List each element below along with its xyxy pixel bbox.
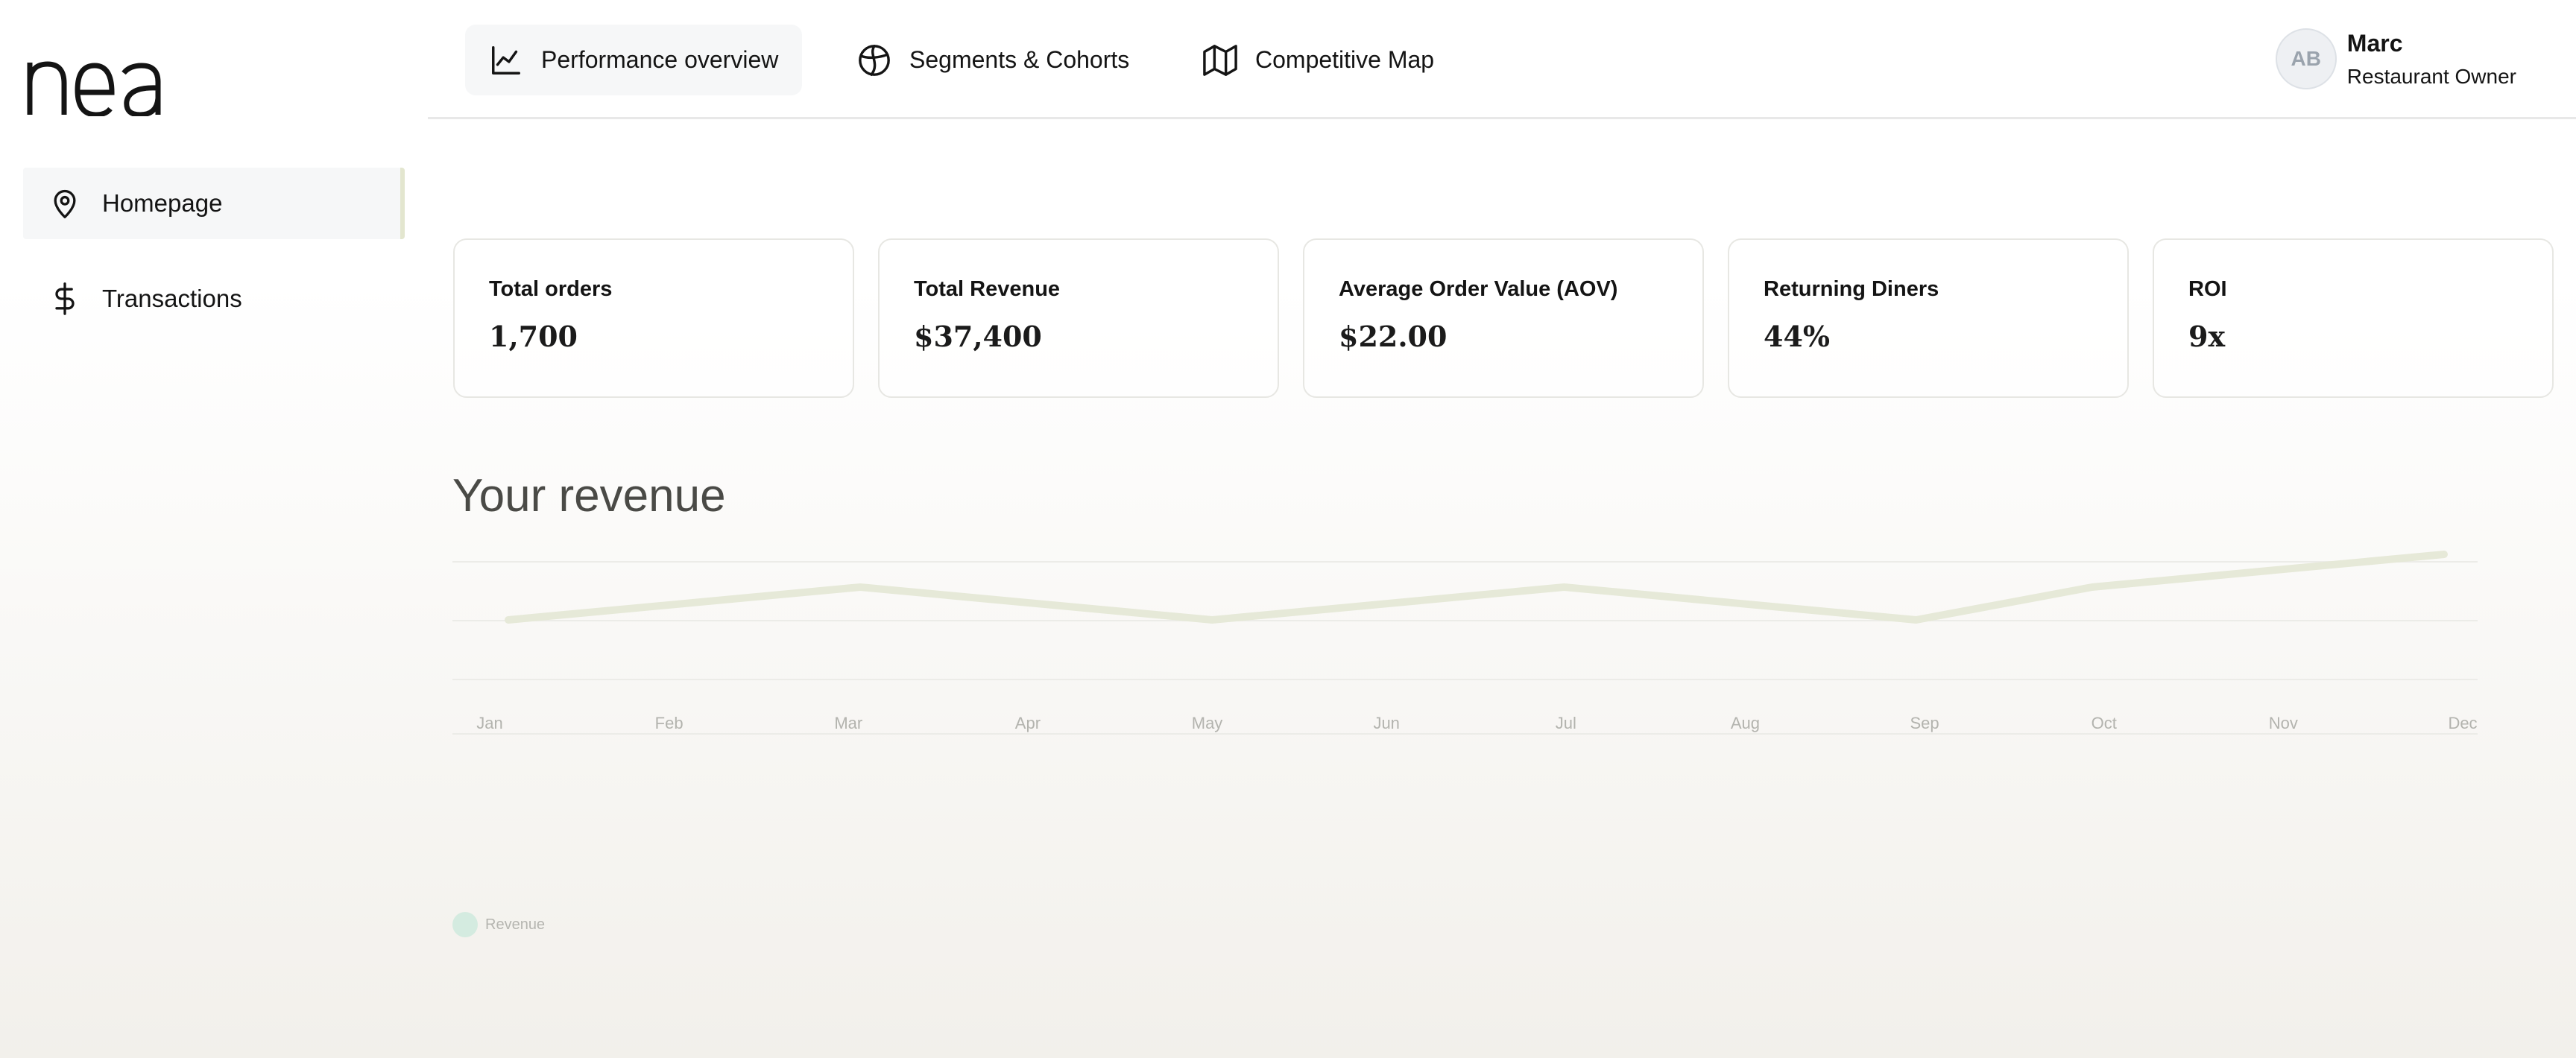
kpi-value: $37,400 [914, 320, 1042, 353]
x-tick-label: Jun [1373, 714, 1399, 732]
map-pin-icon [48, 186, 81, 221]
x-tick-label: Oct [2092, 714, 2117, 732]
tab-label: Competitive Map [1255, 46, 1435, 73]
pie-chart-icon [857, 42, 893, 78]
x-tick-label: Apr [1015, 714, 1041, 732]
x-tick-label: Jan [476, 714, 502, 732]
kpi-value: 1,700 [489, 320, 578, 353]
x-tick-label: Nov [2269, 714, 2298, 732]
revenue-chart: Jan Feb Mar Apr May Jun Jul Aug Sep Oct Nov Dec [452, 551, 2478, 735]
tab-label: Performance overview [541, 46, 779, 73]
kpi-label: Total Revenue [914, 277, 1061, 301]
kpi-label: Returning Diners [1764, 277, 1939, 301]
sidebar-item-label: Homepage [102, 189, 223, 217]
avatar[interactable]: AB [2275, 28, 2337, 89]
x-tick-label: Sep [1910, 714, 1939, 732]
top-header: Performance overview Segments & Cohorts … [428, 0, 2576, 119]
x-tick-label: Dec [2448, 714, 2477, 732]
user-info: Marc Restaurant Owner [2347, 30, 2516, 89]
sidebar: nea Homepage Transactions [0, 0, 428, 1058]
kpi-card-returning-diners: Returning Diners 44% [1728, 238, 2129, 398]
x-tick-label: Jul [1556, 714, 1576, 732]
kpi-label: ROI [2188, 277, 2227, 301]
sidebar-item-transactions[interactable]: Transactions [23, 263, 405, 335]
kpi-card-roi: ROI 9x [2153, 238, 2554, 398]
kpi-card-total-orders: Total orders 1,700 [453, 238, 854, 398]
chart-title: Your revenue [452, 470, 726, 522]
tab-competitive-map[interactable]: Competitive Map [1179, 25, 1458, 95]
chart-legend[interactable]: Revenue [452, 912, 545, 937]
user-name: Marc [2346, 29, 2403, 57]
tab-segments-cohorts[interactable]: Segments & Cohorts [833, 25, 1153, 95]
user-role: Restaurant Owner [2346, 64, 2516, 88]
map-icon [1203, 42, 1239, 78]
dollar-icon [48, 281, 81, 317]
kpi-value: $22.00 [1339, 320, 1448, 353]
kpi-card-total-revenue: Total Revenue $37,400 [878, 238, 1279, 398]
x-tick-label: Aug [1731, 714, 1760, 732]
sidebar-item-homepage[interactable]: Homepage [23, 168, 405, 239]
kpi-value: 44% [1764, 320, 1830, 353]
legend-swatch [452, 912, 478, 937]
x-tick-label: Mar [834, 714, 862, 732]
tab-performance-overview[interactable]: Performance overview [465, 25, 803, 95]
sidebar-item-label: Transactions [102, 285, 242, 312]
x-tick-label: Feb [655, 714, 684, 732]
kpi-card-aov: Average Order Value (AOV) $22.00 [1303, 238, 1704, 398]
nea-logo[interactable]: nea [25, 46, 164, 116]
x-tick-label: May [1192, 714, 1223, 732]
series-line-revenue[interactable] [505, 551, 2448, 624]
user-menu[interactable]: AB Marc Restaurant Owner [2275, 28, 2516, 89]
kpi-label: Total orders [489, 277, 613, 301]
tab-label: Segments & Cohorts [909, 46, 1130, 73]
kpi-value: 9x [2188, 320, 2226, 353]
legend-label: Revenue [485, 916, 546, 933]
line-chart-icon [489, 42, 525, 78]
kpi-label: Average Order Value (AOV) [1339, 277, 1618, 301]
